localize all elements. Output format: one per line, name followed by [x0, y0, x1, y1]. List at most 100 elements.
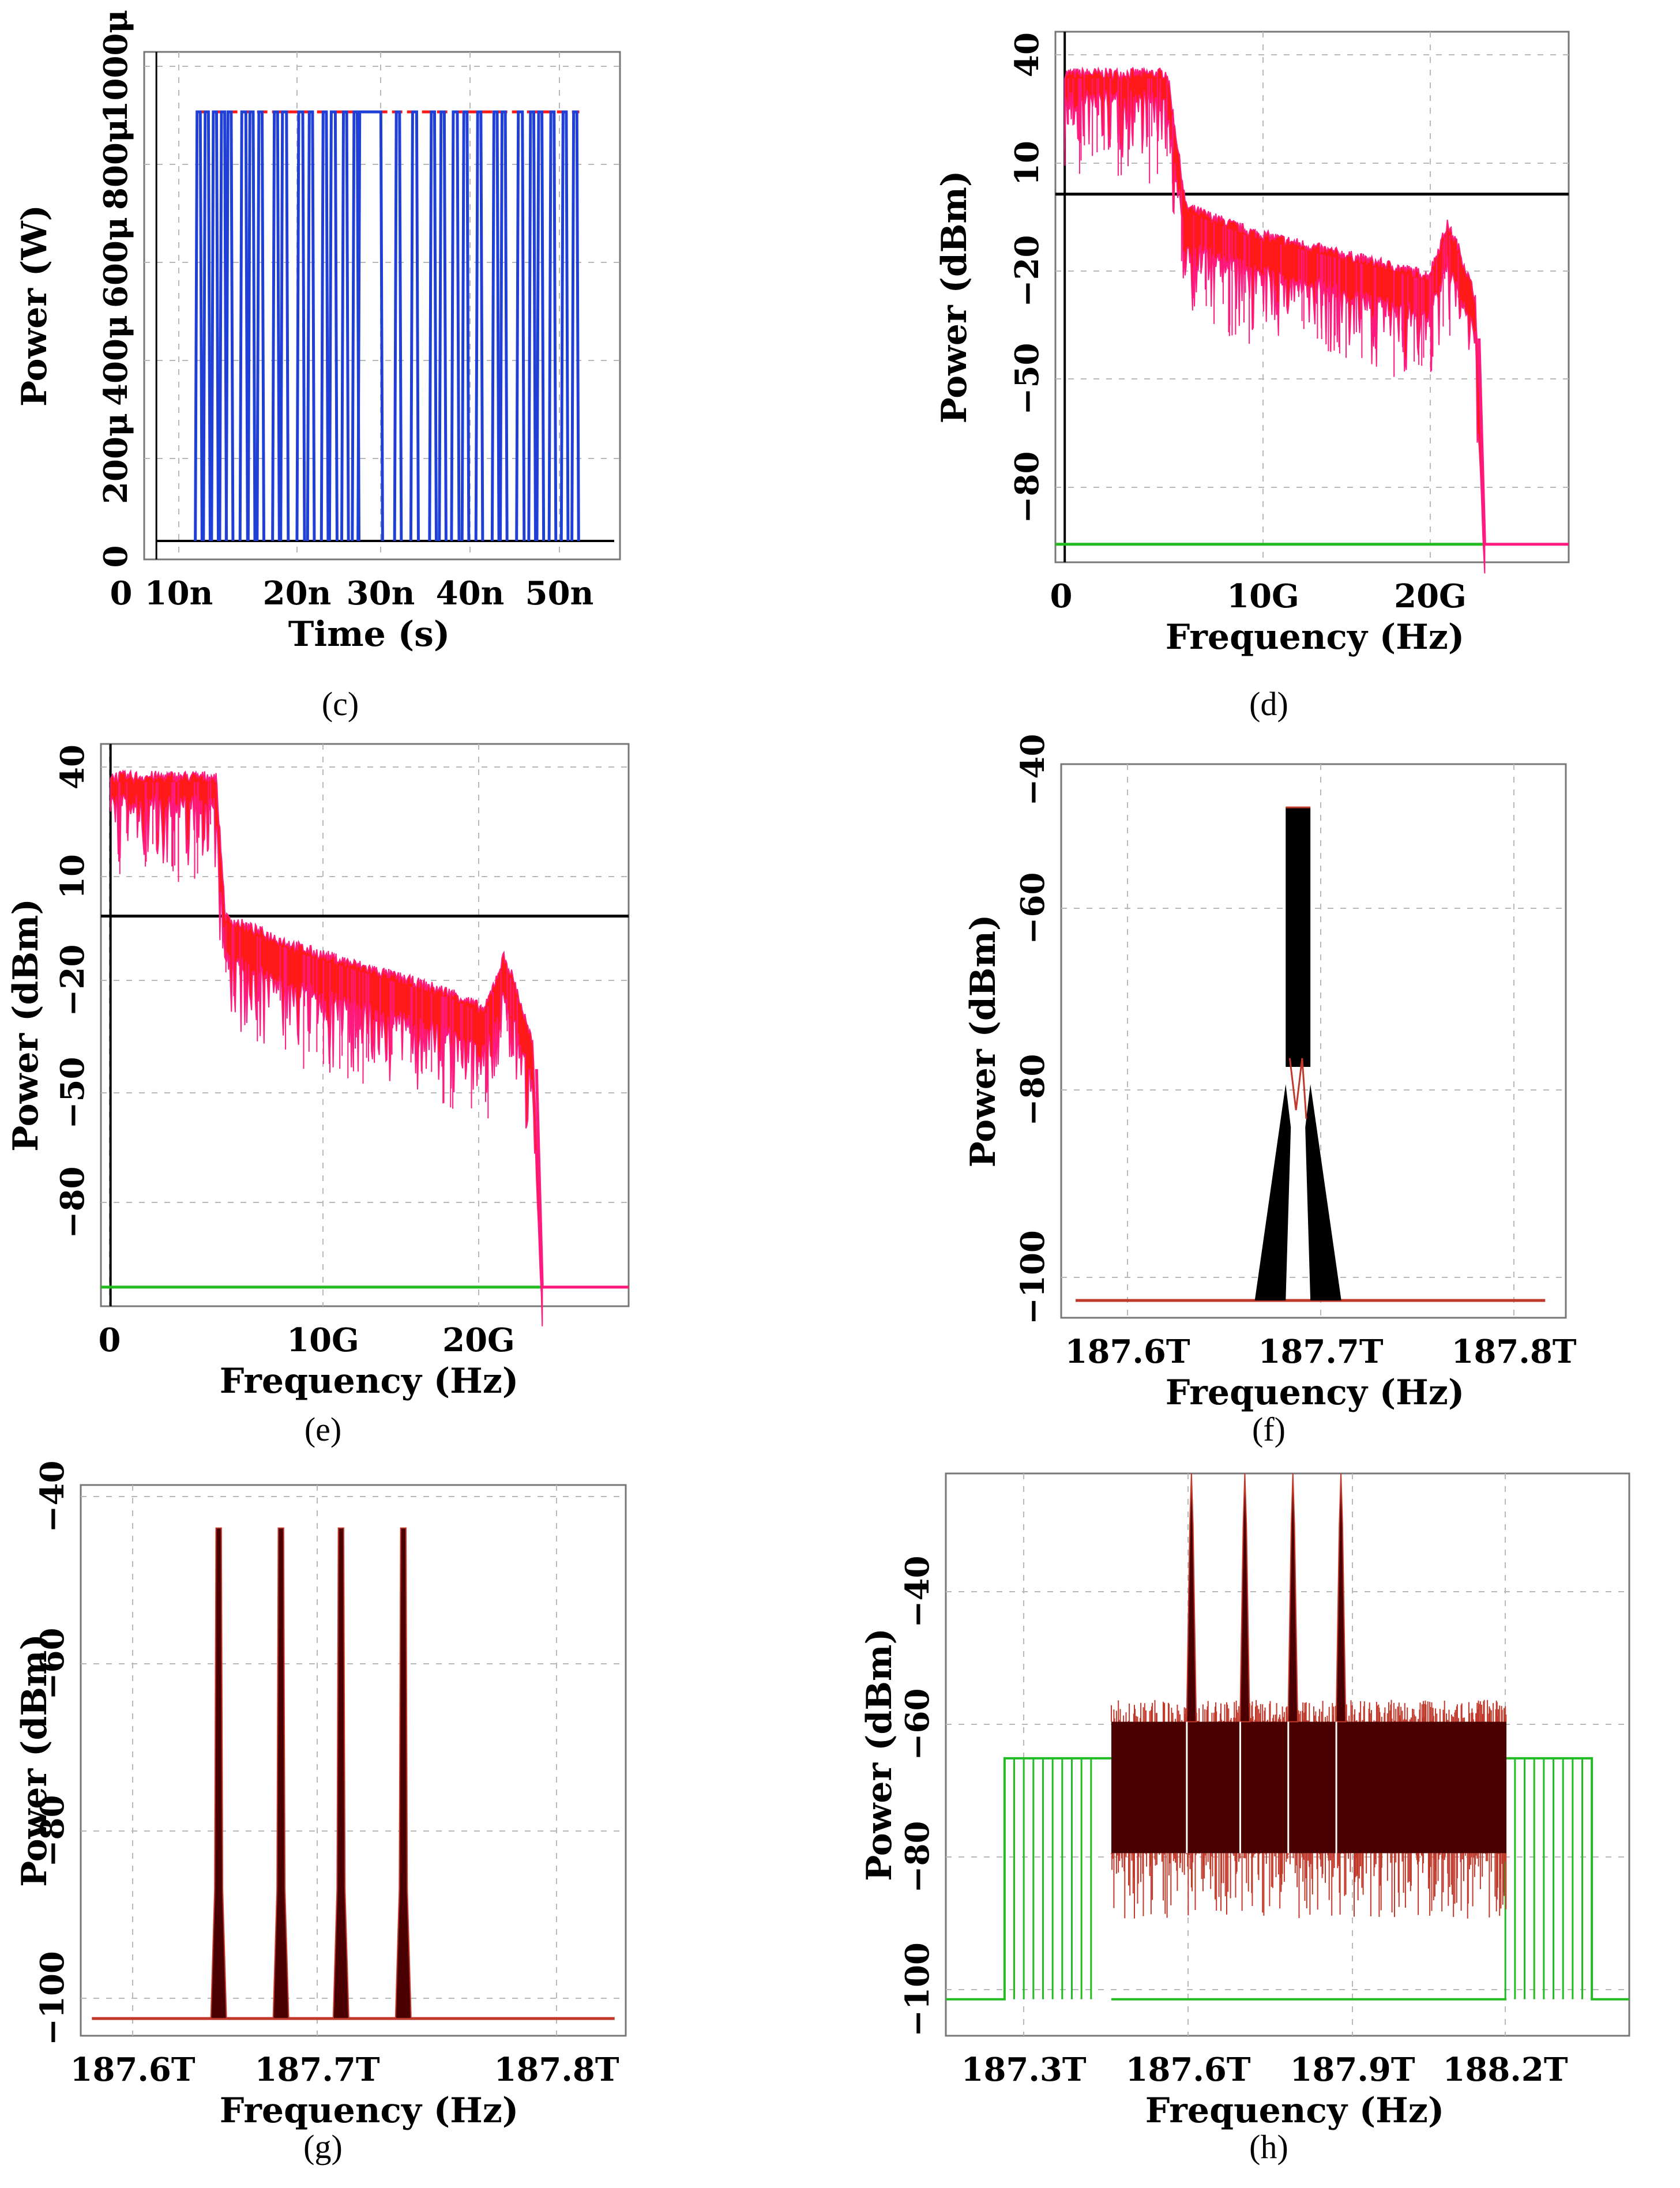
x-axis-label: Frequency (Hz) [1166, 617, 1465, 657]
channel-peak [272, 1527, 290, 2020]
pulse [320, 110, 330, 542]
spectrum-trace [110, 769, 543, 1326]
panel-caption: (e) [305, 1411, 341, 1448]
x-tick-label: 10G [287, 1321, 359, 1359]
y-tick-label: 200μ [97, 413, 135, 504]
y-axis-label: Power (dBm) [963, 915, 1004, 1168]
x-tick-label: 187.7T [254, 2051, 379, 2089]
x-axis-label: Frequency (Hz) [220, 1361, 519, 1401]
chart-e: 0 10G 20G 40 10 −20 −50 −80 Frequency (Hz) Power … [6, 743, 630, 1448]
panel-caption: (h) [1249, 2128, 1288, 2166]
spectrum-dips [1064, 78, 1459, 377]
channel-peak [1287, 1473, 1299, 1723]
y-tick-label: 1000μ [97, 10, 135, 123]
y-tick-label: −60 [33, 1628, 72, 1700]
pulse [306, 110, 316, 542]
y-axis-label: Power (dBm) [934, 171, 975, 424]
y-axis-label: Power (dBm) [14, 1634, 55, 1887]
pulse [450, 110, 461, 542]
y-tick-label: 400μ [97, 315, 135, 406]
y-tick-label: −80 [54, 1167, 92, 1239]
x-tick-label: 20n [263, 574, 332, 612]
pulse [559, 110, 570, 542]
y-tick-label: 600μ [97, 217, 135, 308]
plot-frame [100, 743, 630, 1307]
x-tick-label: 50n [525, 574, 594, 612]
left-skirt [1254, 1084, 1291, 1300]
pulse [393, 110, 403, 542]
y-tick-label: −50 [54, 1057, 92, 1129]
y-tick-label: 10 [54, 854, 92, 899]
panel-caption: (d) [1249, 685, 1288, 723]
y-tick-label: 40 [1008, 32, 1046, 77]
y-axis-label: Power (W) [14, 205, 55, 407]
chart-h: 187.3T 187.6T 187.9T 188.2T −40 −60 −80 −100 Fre… [859, 1472, 1630, 2166]
panel-caption: (f) [1252, 1411, 1286, 1448]
chart-f: 187.6T 187.7T 187.8T −40 −60 −80 −100 Frequency… [963, 734, 1577, 1448]
channel-peak [1335, 1473, 1347, 1723]
y-tick-label: −40 [1014, 734, 1052, 806]
plot-frame [1060, 763, 1567, 1319]
x-tick-label: 0 [110, 574, 133, 612]
pulse [547, 110, 558, 542]
pulse [328, 110, 339, 542]
x-tick-label: 187.7T [1258, 1333, 1383, 1371]
pulse [238, 110, 249, 542]
pulse [490, 110, 501, 542]
channel-peak [210, 1527, 227, 2020]
y-tick-label: −60 [899, 1689, 937, 1761]
spectrum-trace [1064, 66, 1486, 574]
y-tick-label: −20 [1008, 235, 1046, 307]
y-tick-label: −40 [33, 1461, 72, 1533]
y-tick-label: −20 [54, 945, 92, 1017]
pulse [224, 110, 235, 542]
pulse [255, 110, 265, 542]
x-tick-label: 20G [1394, 577, 1467, 615]
x-tick-label: 40n [436, 574, 505, 612]
x-axis-label: Frequency (Hz) [220, 2091, 519, 2131]
x-tick-label: 187.3T [961, 2051, 1086, 2089]
pulse [271, 110, 281, 542]
x-tick-label: 187.8T [494, 2051, 619, 2089]
x-tick-label: 0 [1050, 577, 1073, 615]
channel-peak [1186, 1473, 1197, 1723]
y-tick-label: −60 [1014, 873, 1052, 945]
rolloff-trace [535, 1069, 629, 1289]
y-tick-label: 10 [1008, 141, 1046, 186]
x-tick-label: 187.9T [1290, 2051, 1415, 2089]
pulse [202, 110, 212, 542]
chart-g: 187.6T 187.7T 187.8T −40 −60 −80 −100 Frequency… [14, 1461, 627, 2166]
pulse [527, 110, 538, 542]
plot-frame [945, 1472, 1630, 2037]
x-tick-label: 20G [442, 1321, 515, 1359]
pulse [428, 110, 438, 542]
pulse [340, 110, 350, 542]
x-tick-label: 10G [1227, 577, 1299, 615]
plot-frame [80, 1484, 627, 2037]
x-axis-label: Frequency (Hz) [1166, 1373, 1465, 1413]
pulse [474, 110, 484, 542]
filter-comb [1004, 1758, 1593, 1999]
y-tick-label: −80 [1008, 452, 1046, 524]
spectrum-dips [118, 782, 518, 1119]
y-tick-label: 40 [54, 745, 92, 790]
noise-band [1111, 1721, 1507, 1854]
y-tick-label: 800μ [97, 119, 135, 210]
pulse [515, 110, 526, 542]
y-tick-label: −100 [899, 1942, 937, 2037]
rolloff-trace [1478, 338, 1569, 546]
pulse [499, 110, 509, 542]
channel-peak [332, 1527, 349, 2020]
carrier-outline [1286, 806, 1311, 1119]
pulse [438, 110, 448, 542]
pulse [356, 110, 384, 542]
pulse [194, 110, 204, 542]
x-tick-label: 188.2T [1442, 2051, 1568, 2089]
x-tick-label: 187.6T [1125, 2051, 1250, 2089]
x-tick-label: 10n [145, 574, 213, 612]
y-axis-label: Power (dBm) [6, 898, 46, 1152]
pulse [295, 110, 306, 542]
y-tick-label: −80 [899, 1821, 937, 1893]
pulse [246, 110, 257, 542]
